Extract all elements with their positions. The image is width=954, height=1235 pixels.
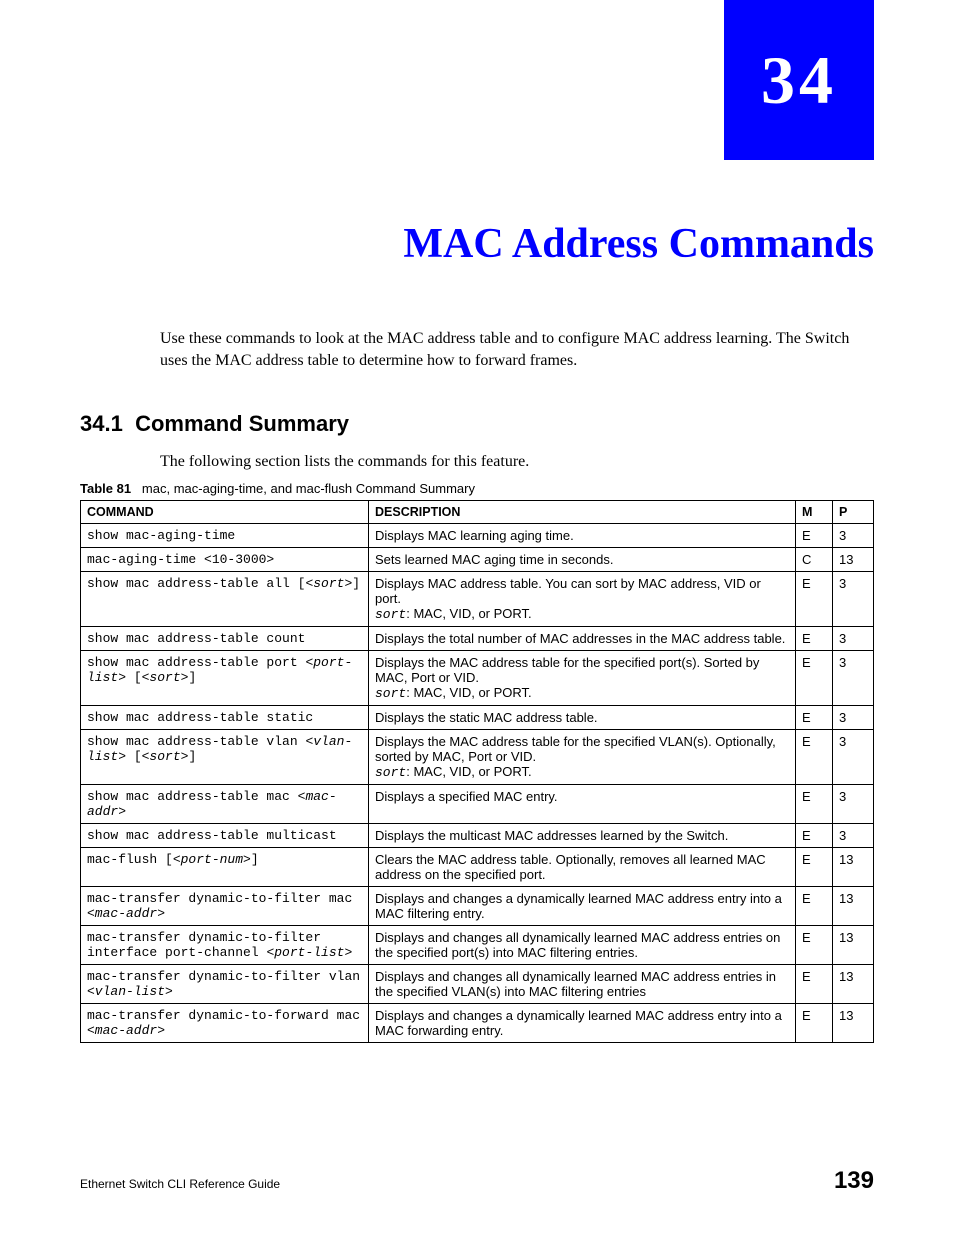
cell-command: show mac address-table mac <mac-addr>: [81, 785, 369, 824]
table-row: show mac address-table staticDisplays th…: [81, 706, 874, 730]
cell-m: C: [796, 548, 833, 572]
cell-description: Displays and changes all dynamically lea…: [369, 965, 796, 1004]
cell-command: mac-flush [<port-num>]: [81, 848, 369, 887]
cell-description: Sets learned MAC aging time in seconds.: [369, 548, 796, 572]
cell-p: 13: [833, 887, 874, 926]
table-row: mac-transfer dynamic-to-filter interface…: [81, 926, 874, 965]
chapter-number-badge: 34: [724, 0, 874, 160]
cell-p: 13: [833, 848, 874, 887]
cell-m: E: [796, 1004, 833, 1043]
table-row: mac-transfer dynamic-to-filter vlan <vla…: [81, 965, 874, 1004]
chapter-number: 34: [761, 41, 837, 120]
chapter-intro: Use these commands to look at the MAC ad…: [160, 328, 854, 371]
cell-description: Displays the total number of MAC address…: [369, 627, 796, 651]
cell-command: mac-aging-time <10-3000>: [81, 548, 369, 572]
cell-p: 13: [833, 1004, 874, 1043]
cell-p: 13: [833, 965, 874, 1004]
table-caption: Table 81 mac, mac-aging-time, and mac-fl…: [80, 481, 874, 496]
cell-m: E: [796, 651, 833, 706]
cell-description: Displays the MAC address table for the s…: [369, 730, 796, 785]
cell-command: show mac-aging-time: [81, 524, 369, 548]
cell-command: show mac address-table all [<sort>]: [81, 572, 369, 627]
footer-guide-title: Ethernet Switch CLI Reference Guide: [80, 1177, 280, 1191]
cell-m: E: [796, 848, 833, 887]
cell-command: mac-transfer dynamic-to-filter interface…: [81, 926, 369, 965]
cell-p: 13: [833, 926, 874, 965]
cell-description: Displays the static MAC address table.: [369, 706, 796, 730]
cell-p: 3: [833, 627, 874, 651]
table-row: show mac-aging-timeDisplays MAC learning…: [81, 524, 874, 548]
cell-m: E: [796, 730, 833, 785]
cell-m: E: [796, 824, 833, 848]
th-command: COMMAND: [81, 501, 369, 524]
table-label: Table 81: [80, 481, 131, 496]
cell-command: show mac address-table port <port-list> …: [81, 651, 369, 706]
cell-description: Clears the MAC address table. Optionally…: [369, 848, 796, 887]
page: 34 MAC Address Commands Use these comman…: [0, 0, 954, 1235]
table-row: show mac address-table port <port-list> …: [81, 651, 874, 706]
table-row: mac-aging-time <10-3000>Sets learned MAC…: [81, 548, 874, 572]
cell-p: 3: [833, 785, 874, 824]
table-row: mac-transfer dynamic-to-forward mac <mac…: [81, 1004, 874, 1043]
cell-p: 13: [833, 548, 874, 572]
cell-command: mac-transfer dynamic-to-filter vlan <vla…: [81, 965, 369, 1004]
th-p: P: [833, 501, 874, 524]
cell-m: E: [796, 627, 833, 651]
chapter-title: MAC Address Commands: [80, 220, 874, 268]
section-number: 34.1: [80, 411, 123, 436]
cell-m: E: [796, 926, 833, 965]
cell-m: E: [796, 965, 833, 1004]
cell-m: E: [796, 785, 833, 824]
cell-command: show mac address-table vlan <vlan-list> …: [81, 730, 369, 785]
cell-p: 3: [833, 730, 874, 785]
cell-description: Displays MAC address table. You can sort…: [369, 572, 796, 627]
cell-description: Displays a specified MAC entry.: [369, 785, 796, 824]
table-row: mac-flush [<port-num>]Clears the MAC add…: [81, 848, 874, 887]
section-heading: 34.1 Command Summary: [80, 411, 874, 437]
cell-p: 3: [833, 706, 874, 730]
command-table: COMMAND DESCRIPTION M P show mac-aging-t…: [80, 500, 874, 1043]
cell-p: 3: [833, 572, 874, 627]
cell-m: E: [796, 572, 833, 627]
table-row: show mac address-table multicastDisplays…: [81, 824, 874, 848]
cell-command: show mac address-table count: [81, 627, 369, 651]
cell-m: E: [796, 524, 833, 548]
cell-command: mac-transfer dynamic-to-filter mac <mac-…: [81, 887, 369, 926]
cell-description: Displays the MAC address table for the s…: [369, 651, 796, 706]
table-row: mac-transfer dynamic-to-filter mac <mac-…: [81, 887, 874, 926]
section-intro: The following section lists the commands…: [160, 453, 874, 471]
th-m: M: [796, 501, 833, 524]
th-description: DESCRIPTION: [369, 501, 796, 524]
section-title: Command Summary: [135, 411, 349, 436]
page-footer: Ethernet Switch CLI Reference Guide 139: [80, 1167, 874, 1195]
cell-p: 3: [833, 651, 874, 706]
cell-description: Displays and changes a dynamically learn…: [369, 1004, 796, 1043]
table-caption-text: mac, mac-aging-time, and mac-flush Comma…: [142, 481, 475, 496]
cell-description: Displays the multicast MAC addresses lea…: [369, 824, 796, 848]
table-row: show mac address-table mac <mac-addr>Dis…: [81, 785, 874, 824]
cell-description: Displays and changes a dynamically learn…: [369, 887, 796, 926]
cell-command: show mac address-table multicast: [81, 824, 369, 848]
cell-p: 3: [833, 524, 874, 548]
table-row: show mac address-table vlan <vlan-list> …: [81, 730, 874, 785]
cell-command: mac-transfer dynamic-to-forward mac <mac…: [81, 1004, 369, 1043]
cell-p: 3: [833, 824, 874, 848]
cell-description: Displays MAC learning aging time.: [369, 524, 796, 548]
table-row: show mac address-table all [<sort>]Displ…: [81, 572, 874, 627]
cell-m: E: [796, 706, 833, 730]
table-header-row: COMMAND DESCRIPTION M P: [81, 501, 874, 524]
table-row: show mac address-table countDisplays the…: [81, 627, 874, 651]
cell-m: E: [796, 887, 833, 926]
cell-description: Displays and changes all dynamically lea…: [369, 926, 796, 965]
cell-command: show mac address-table static: [81, 706, 369, 730]
footer-page-number: 139: [834, 1167, 874, 1195]
